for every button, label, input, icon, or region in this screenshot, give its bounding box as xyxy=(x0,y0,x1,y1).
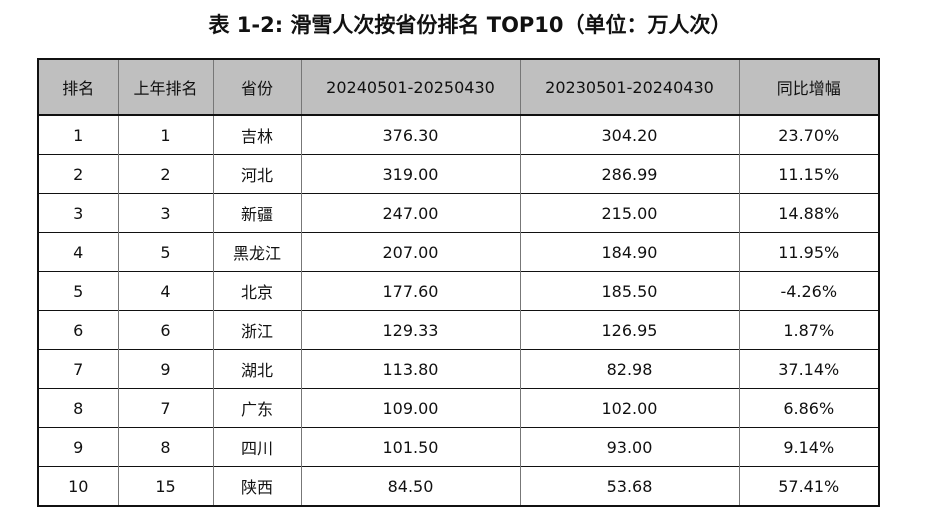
cell-province: 黑龙江 xyxy=(212,232,302,272)
cell-current-period: 84.50 xyxy=(300,466,521,506)
cell-current-period: 319.00 xyxy=(300,154,521,194)
cell-yoy-growth: 11.95% xyxy=(738,232,880,272)
cell-yoy-growth: 14.88% xyxy=(738,193,880,233)
cell-yoy-growth: 1.87% xyxy=(738,310,880,350)
table-row: 1 1 吉林 376.30 304.20 23.70% xyxy=(37,114,880,155)
cell-rank: 2 xyxy=(37,154,119,194)
table-row: 7 9 湖北 113.80 82.98 37.14% xyxy=(37,349,880,389)
cell-previous-period: 304.20 xyxy=(519,114,740,155)
cell-province: 浙江 xyxy=(212,310,302,350)
table-row: 4 5 黑龙江 207.00 184.90 11.95% xyxy=(37,232,880,272)
cell-province: 北京 xyxy=(212,271,302,311)
cell-province: 吉林 xyxy=(212,114,302,155)
cell-province: 河北 xyxy=(212,154,302,194)
cell-rank: 4 xyxy=(37,232,119,272)
cell-rank: 3 xyxy=(37,193,119,233)
header-current-period: 20240501-20250430 xyxy=(300,59,521,116)
cell-current-period: 207.00 xyxy=(300,232,521,272)
cell-rank: 9 xyxy=(37,427,119,467)
cell-rank: 6 xyxy=(37,310,119,350)
cell-prev-rank: 3 xyxy=(117,193,214,233)
table-title: 表 1-2: 滑雪人次按省份排名 TOP10（单位：万人次） xyxy=(208,13,732,37)
cell-rank: 1 xyxy=(37,114,119,155)
table-row: 2 2 河北 319.00 286.99 11.15% xyxy=(37,154,880,194)
table-row: 3 3 新疆 247.00 215.00 14.88% xyxy=(37,193,880,233)
header-province: 省份 xyxy=(212,59,302,116)
cell-previous-period: 215.00 xyxy=(519,193,740,233)
ranking-table: 排名 上年排名 省份 20240501-20250430 20230501-202404… xyxy=(37,58,880,507)
cell-yoy-growth: 9.14% xyxy=(738,427,880,467)
table-row: 6 6 浙江 129.33 126.95 1.87% xyxy=(37,310,880,350)
cell-province: 湖北 xyxy=(212,349,302,389)
cell-province: 陕西 xyxy=(212,466,302,506)
cell-prev-rank: 7 xyxy=(117,388,214,428)
cell-province: 广东 xyxy=(212,388,302,428)
cell-yoy-growth: 11.15% xyxy=(738,154,880,194)
cell-prev-rank: 2 xyxy=(117,154,214,194)
cell-current-period: 177.60 xyxy=(300,271,521,311)
header-previous-period: 20230501-20240430 xyxy=(519,59,740,116)
cell-yoy-growth: 37.14% xyxy=(738,349,880,389)
cell-current-period: 247.00 xyxy=(300,193,521,233)
cell-previous-period: 93.00 xyxy=(519,427,740,467)
cell-rank: 8 xyxy=(37,388,119,428)
cell-province: 四川 xyxy=(212,427,302,467)
cell-rank: 5 xyxy=(37,271,119,311)
cell-previous-period: 126.95 xyxy=(519,310,740,350)
table-row: 5 4 北京 177.60 185.50 -4.26% xyxy=(37,271,880,311)
cell-previous-period: 286.99 xyxy=(519,154,740,194)
cell-prev-rank: 8 xyxy=(117,427,214,467)
cell-prev-rank: 15 xyxy=(117,466,214,506)
cell-previous-period: 82.98 xyxy=(519,349,740,389)
cell-current-period: 113.80 xyxy=(300,349,521,389)
table-row: 9 8 四川 101.50 93.00 9.14% xyxy=(37,427,880,467)
cell-previous-period: 53.68 xyxy=(519,466,740,506)
cell-rank: 10 xyxy=(37,466,119,506)
cell-rank: 7 xyxy=(37,349,119,389)
cell-yoy-growth: 23.70% xyxy=(738,114,880,155)
table-row: 10 15 陕西 84.50 53.68 57.41% xyxy=(37,466,880,506)
cell-province: 新疆 xyxy=(212,193,302,233)
header-row: 排名 上年排名 省份 20240501-20250430 20230501-202404… xyxy=(37,59,880,116)
cell-current-period: 109.00 xyxy=(300,388,521,428)
cell-prev-rank: 4 xyxy=(117,271,214,311)
cell-yoy-growth: 57.41% xyxy=(738,466,880,506)
cell-previous-period: 184.90 xyxy=(519,232,740,272)
table-row: 8 7 广东 109.00 102.00 6.86% xyxy=(37,388,880,428)
cell-previous-period: 102.00 xyxy=(519,388,740,428)
header-yoy-growth: 同比增幅 xyxy=(738,59,880,116)
header-prev-rank: 上年排名 xyxy=(117,59,214,116)
cell-current-period: 101.50 xyxy=(300,427,521,467)
cell-current-period: 376.30 xyxy=(300,114,521,155)
header-rank: 排名 xyxy=(37,59,119,116)
cell-prev-rank: 1 xyxy=(117,114,214,155)
cell-current-period: 129.33 xyxy=(300,310,521,350)
cell-previous-period: 185.50 xyxy=(519,271,740,311)
cell-yoy-growth: 6.86% xyxy=(738,388,880,428)
cell-prev-rank: 9 xyxy=(117,349,214,389)
cell-yoy-growth: -4.26% xyxy=(738,271,880,311)
cell-prev-rank: 6 xyxy=(117,310,214,350)
cell-prev-rank: 5 xyxy=(117,232,214,272)
